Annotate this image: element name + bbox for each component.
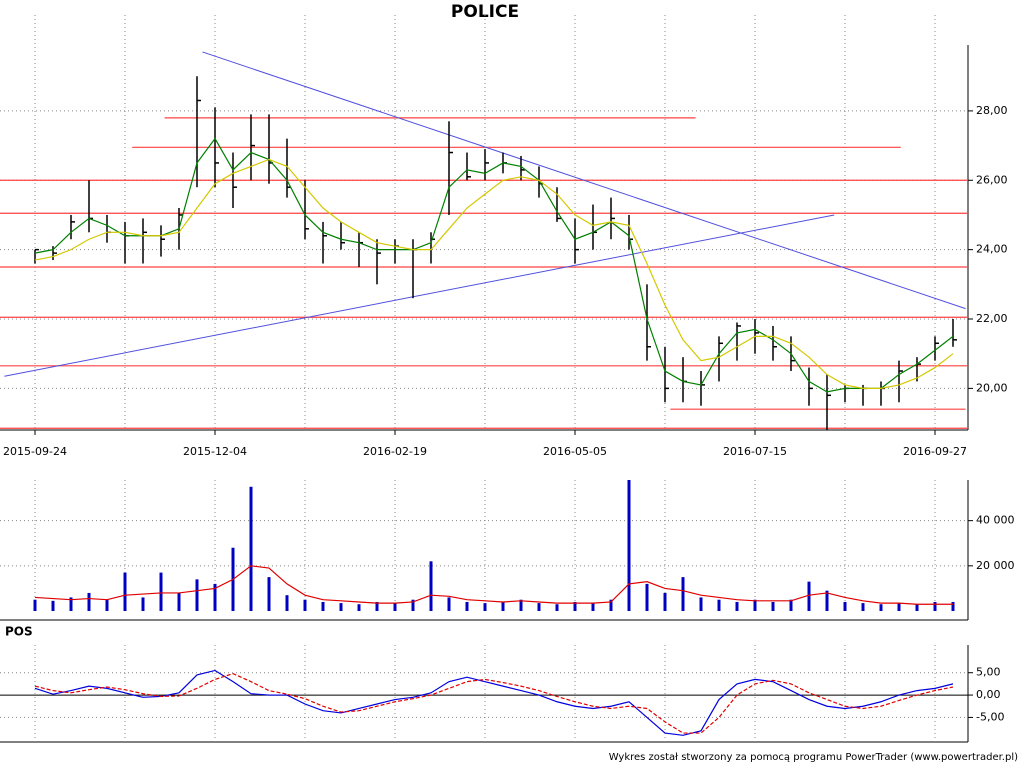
volume-bar: [483, 603, 487, 611]
volume-bar: [447, 597, 451, 611]
volume-bar: [627, 480, 631, 611]
y-tick-label: -5,00: [976, 710, 1004, 723]
volume-bar: [609, 599, 613, 611]
volume-bar: [717, 599, 721, 611]
volume-bar: [357, 604, 361, 611]
volume-bar: [663, 592, 667, 611]
volume-bar: [303, 599, 307, 611]
volume-bar: [105, 599, 109, 611]
volume-bar: [429, 561, 433, 611]
volume-bar: [771, 601, 775, 611]
volume-bar: [555, 604, 559, 611]
y-tick-label: 26,00: [976, 173, 1008, 186]
volume-bar: [951, 601, 955, 611]
y-tick-label: 24,00: [976, 243, 1008, 256]
volume-bar: [339, 603, 343, 611]
x-tick-label: 2015-12-04: [183, 445, 247, 458]
volume-bar: [249, 486, 253, 611]
volume-bar: [195, 579, 199, 611]
volume-bar: [123, 572, 127, 611]
volume-bar: [501, 601, 505, 611]
volume-bar: [267, 577, 271, 611]
x-tick-label: 2015-09-24: [3, 445, 67, 458]
volume-average: [34, 565, 953, 605]
volume-bar: [159, 572, 163, 611]
volume-bar: [321, 601, 325, 611]
volume-bar: [753, 599, 757, 611]
volume-bar: [393, 603, 397, 611]
trend-line: [4, 214, 835, 377]
x-tick-label: 2016-07-15: [723, 445, 787, 458]
x-tick-label: 2016-02-19: [363, 445, 427, 458]
volume-bar: [33, 599, 37, 611]
y-tick-label: 28,00: [976, 104, 1008, 117]
volume-bar: [681, 577, 685, 611]
volume-bar: [213, 583, 217, 611]
volume-bar: [51, 600, 55, 611]
y-tick-label: 5,00: [976, 666, 1001, 679]
y-tick-label: 0,00: [976, 688, 1001, 701]
volume-bar: [177, 592, 181, 611]
moving-average: [34, 137, 954, 393]
y-tick-label: 20,00: [976, 381, 1008, 394]
volume-bar: [69, 597, 73, 611]
volume-bar: [897, 603, 901, 611]
volume-bar: [573, 601, 577, 611]
volume-bar: [375, 601, 379, 611]
chart-title: POLICE: [451, 2, 519, 22]
y-tick-label: 40 000: [976, 514, 1015, 527]
volume-bar: [861, 603, 865, 611]
volume-bar: [789, 599, 793, 611]
x-tick-label: 2016-05-05: [543, 445, 607, 458]
footer: Wykres został stworzony za pomocą progra…: [609, 752, 1018, 763]
volume-bar: [915, 604, 919, 611]
x-tick-label: 2016-09-27: [903, 445, 967, 458]
indicator-line: [34, 669, 954, 736]
volume-bar: [879, 604, 883, 611]
indicator-line: [34, 672, 954, 734]
volume-bar: [825, 590, 829, 611]
volume-bar: [141, 597, 145, 611]
y-tick-label: 20 000: [976, 559, 1015, 572]
volume-bar: [735, 601, 739, 611]
volume-bar: [933, 601, 937, 611]
volume-bar: [411, 599, 415, 611]
volume-bar: [591, 603, 595, 611]
volume-bar: [87, 592, 91, 611]
volume-bar: [645, 583, 649, 611]
trend-line: [202, 51, 966, 310]
indicator-title: POS: [5, 625, 33, 639]
volume-bar: [465, 601, 469, 611]
y-tick-label: 22,00: [976, 312, 1008, 325]
volume-bar: [537, 603, 541, 611]
volume-bar: [843, 601, 847, 611]
volume-bar: [699, 597, 703, 611]
volume-bar: [285, 595, 289, 611]
volume-bar: [807, 581, 811, 611]
volume-bar: [519, 599, 523, 611]
moving-average: [34, 158, 954, 389]
